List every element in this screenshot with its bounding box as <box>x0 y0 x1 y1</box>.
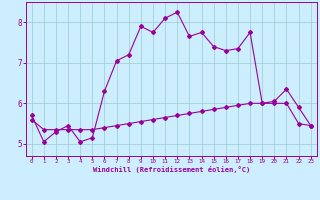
X-axis label: Windchill (Refroidissement éolien,°C): Windchill (Refroidissement éolien,°C) <box>92 166 250 173</box>
